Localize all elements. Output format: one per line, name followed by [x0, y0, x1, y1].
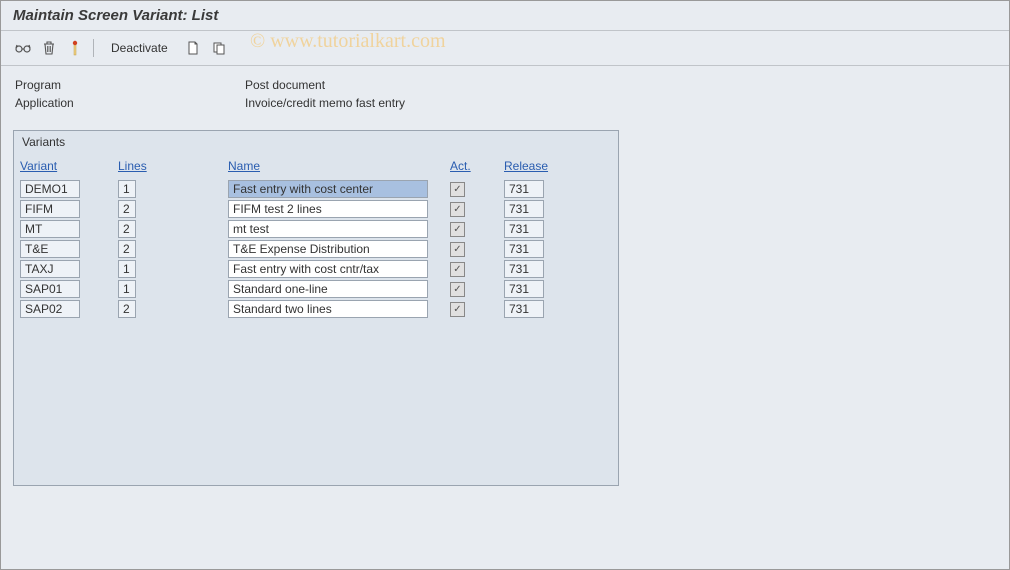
variants-panel: Variants Variant Lines Name Act. Release…: [13, 130, 619, 486]
col-header-lines[interactable]: Lines: [118, 159, 228, 173]
variant-cell[interactable]: [20, 260, 80, 278]
application-label: Application: [15, 96, 245, 110]
variant-cell[interactable]: [20, 280, 80, 298]
delete-button[interactable]: [37, 37, 61, 59]
table-row: ✓: [20, 299, 612, 319]
variant-cell[interactable]: [20, 240, 80, 258]
toolbar: Deactivate: [1, 31, 1009, 66]
act-checkbox[interactable]: ✓: [450, 202, 465, 217]
name-cell[interactable]: [228, 240, 428, 258]
info-section: Program Post document Application Invoic…: [1, 66, 1009, 130]
trash-icon: [43, 41, 55, 55]
variant-cell[interactable]: [20, 300, 80, 318]
copy-button[interactable]: [207, 37, 231, 59]
table-row: ✓: [20, 179, 612, 199]
title-bar: Maintain Screen Variant: List: [1, 1, 1009, 31]
application-value: Invoice/credit memo fast entry: [245, 96, 405, 110]
program-value: Post document: [245, 78, 325, 92]
lines-cell[interactable]: [118, 220, 136, 238]
variant-cell[interactable]: [20, 180, 80, 198]
variant-cell[interactable]: [20, 220, 80, 238]
name-cell[interactable]: [228, 200, 428, 218]
name-cell[interactable]: [228, 260, 428, 278]
document-icon: [187, 41, 199, 55]
activate-button[interactable]: [63, 37, 87, 59]
col-header-act[interactable]: Act.: [450, 159, 504, 173]
create-button[interactable]: [181, 37, 205, 59]
release-cell[interactable]: [504, 180, 544, 198]
toolbar-separator: [93, 39, 94, 57]
program-row: Program Post document: [15, 76, 995, 94]
act-checkbox[interactable]: ✓: [450, 222, 465, 237]
name-cell[interactable]: [228, 220, 428, 238]
act-checkbox[interactable]: ✓: [450, 282, 465, 297]
panel-header: Variants: [14, 131, 618, 153]
release-cell[interactable]: [504, 200, 544, 218]
release-cell[interactable]: [504, 260, 544, 278]
release-cell[interactable]: [504, 280, 544, 298]
col-header-release[interactable]: Release: [504, 159, 584, 173]
act-checkbox[interactable]: ✓: [450, 182, 465, 197]
lines-cell[interactable]: [118, 280, 136, 298]
act-checkbox[interactable]: ✓: [450, 262, 465, 277]
table-row: ✓: [20, 279, 612, 299]
lines-cell[interactable]: [118, 180, 136, 198]
lines-cell[interactable]: [118, 260, 136, 278]
display-button[interactable]: [11, 37, 35, 59]
lines-cell[interactable]: [118, 240, 136, 258]
grid-header-row: Variant Lines Name Act. Release: [20, 157, 612, 179]
name-cell[interactable]: [228, 280, 428, 298]
release-cell[interactable]: [504, 220, 544, 238]
act-checkbox[interactable]: ✓: [450, 302, 465, 317]
lines-cell[interactable]: [118, 300, 136, 318]
table-row: ✓: [20, 259, 612, 279]
table-row: ✓: [20, 199, 612, 219]
deactivate-button[interactable]: Deactivate: [100, 37, 179, 59]
lines-cell[interactable]: [118, 200, 136, 218]
table-row: ✓: [20, 219, 612, 239]
variant-cell[interactable]: [20, 200, 80, 218]
page-title: Maintain Screen Variant: List: [13, 7, 218, 24]
panel-filler: [20, 319, 624, 479]
act-checkbox[interactable]: ✓: [450, 242, 465, 257]
copy-icon: [212, 41, 226, 55]
col-header-name[interactable]: Name: [228, 159, 450, 173]
program-label: Program: [15, 78, 245, 92]
matchstick-icon: [71, 40, 79, 56]
variants-grid: Variant Lines Name Act. Release ✓ ✓ ✓ ✓ ✓ ✓ ✓: [14, 153, 618, 485]
name-cell[interactable]: [228, 300, 428, 318]
table-row: ✓: [20, 239, 612, 259]
col-header-variant[interactable]: Variant: [20, 159, 118, 173]
application-row: Application Invoice/credit memo fast ent…: [15, 94, 995, 112]
release-cell[interactable]: [504, 300, 544, 318]
release-cell[interactable]: [504, 240, 544, 258]
glasses-icon: [15, 42, 31, 54]
name-cell[interactable]: [228, 180, 428, 198]
